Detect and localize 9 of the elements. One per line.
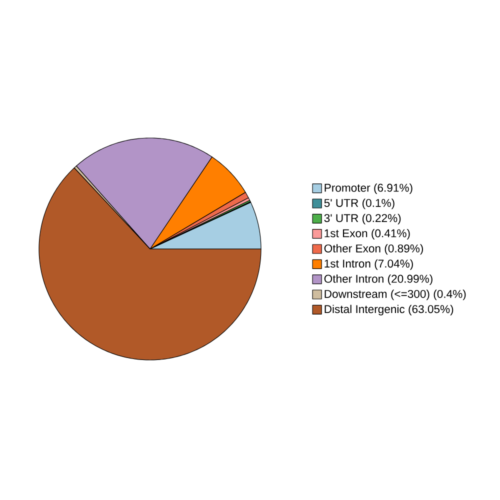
- legend-label: 5' UTR (0.1%): [324, 198, 394, 210]
- legend-label: 1st Exon (0.41%): [324, 228, 410, 240]
- legend-label: 1st Intron (7.04%): [324, 259, 413, 270]
- legend-label: 3' UTR (0.22%): [324, 214, 401, 224]
- legend-label: Other Intron (20.99%): [324, 274, 432, 286]
- legend-label: Distal Intergenic (63.05%): [324, 304, 454, 316]
- legend-label: Downstream (<=300) (0.4%): [324, 290, 466, 300]
- legend-label: Promoter (6.91%): [324, 183, 412, 194]
- legend-label: Other Exon (0.89%): [324, 244, 424, 255]
